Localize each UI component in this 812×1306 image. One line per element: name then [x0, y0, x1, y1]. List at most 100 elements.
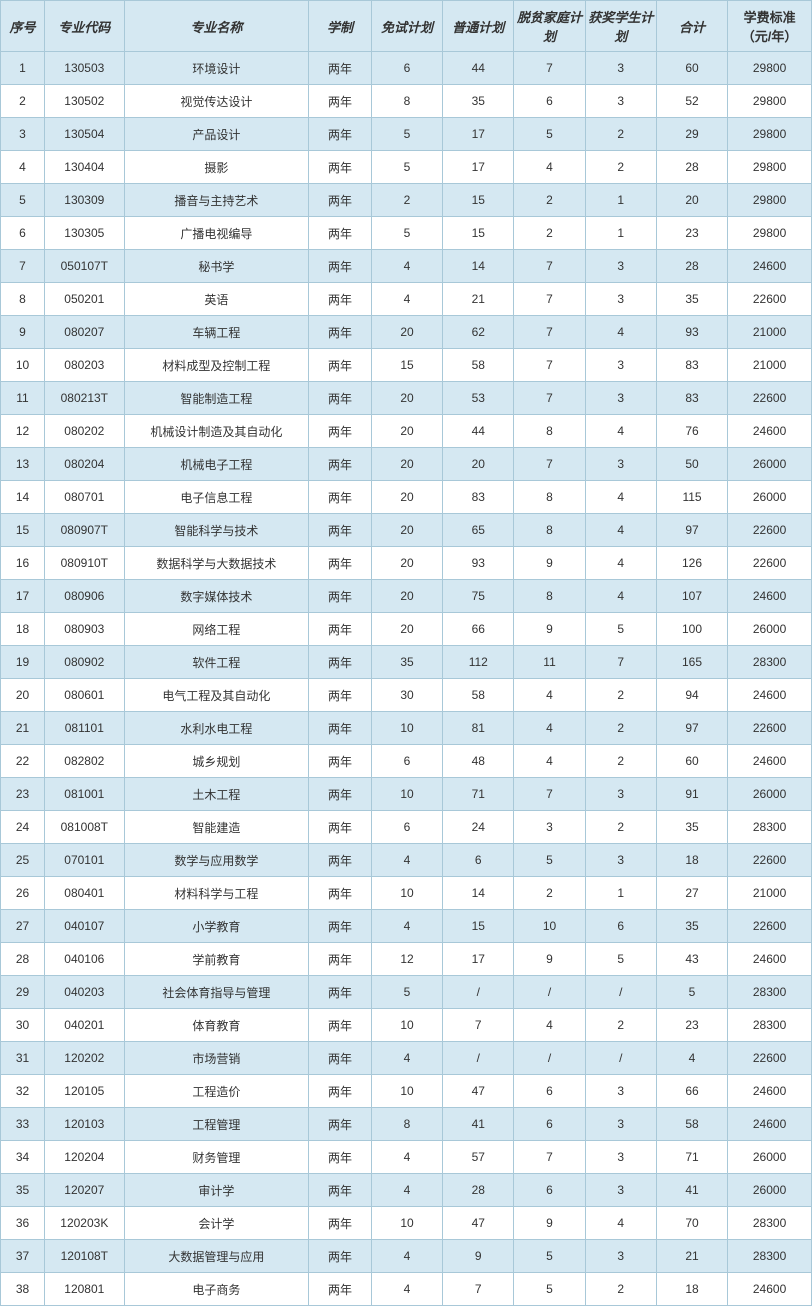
- table-cell: 60: [656, 52, 727, 85]
- table-cell: 市场营销: [124, 1042, 308, 1075]
- table-cell: 66: [656, 1075, 727, 1108]
- table-cell: 两年: [309, 1108, 372, 1141]
- table-cell: 2: [585, 1273, 656, 1306]
- table-cell: 7: [514, 778, 585, 811]
- table-cell: 27: [656, 877, 727, 910]
- table-cell: 4: [371, 1042, 442, 1075]
- table-cell: 电气工程及其自动化: [124, 679, 308, 712]
- table-cell: 4: [514, 151, 585, 184]
- table-cell: 7: [514, 382, 585, 415]
- table-cell: 两年: [309, 415, 372, 448]
- table-cell: 17: [443, 118, 514, 151]
- table-cell: 43: [656, 943, 727, 976]
- table-cell: 35: [1, 1174, 45, 1207]
- table-cell: 1: [585, 217, 656, 250]
- table-cell: 土木工程: [124, 778, 308, 811]
- header-poverty-plan: 脱贫家庭计划: [514, 1, 585, 52]
- table-cell: 24600: [728, 1108, 812, 1141]
- table-cell: 车辆工程: [124, 316, 308, 349]
- table-cell: 两年: [309, 547, 372, 580]
- table-cell: 22600: [728, 910, 812, 943]
- table-cell: 4: [585, 415, 656, 448]
- table-cell: 4: [371, 250, 442, 283]
- table-cell: 4: [514, 745, 585, 778]
- table-cell: 28: [1, 943, 45, 976]
- header-index: 序号: [1, 1, 45, 52]
- table-row: 18080903网络工程两年20669510026000: [1, 613, 812, 646]
- table-cell: 两年: [309, 1240, 372, 1273]
- table-cell: 数据科学与大数据技术: [124, 547, 308, 580]
- table-cell: 两年: [309, 844, 372, 877]
- header-duration: 学制: [309, 1, 372, 52]
- table-cell: 112: [443, 646, 514, 679]
- table-cell: 7: [514, 1141, 585, 1174]
- table-cell: 44: [443, 415, 514, 448]
- table-cell: 2: [585, 712, 656, 745]
- table-cell: 53: [443, 382, 514, 415]
- table-cell: 2: [585, 151, 656, 184]
- table-cell: 10: [371, 1207, 442, 1240]
- table-cell: 83: [656, 349, 727, 382]
- table-cell: 材料成型及控制工程: [124, 349, 308, 382]
- table-cell: 28: [656, 250, 727, 283]
- table-cell: 29800: [728, 52, 812, 85]
- table-cell: 080202: [45, 415, 125, 448]
- table-cell: 41: [656, 1174, 727, 1207]
- table-cell: 电子信息工程: [124, 481, 308, 514]
- table-row: 1130503环境设计两年644736029800: [1, 52, 812, 85]
- table-cell: 22: [1, 745, 45, 778]
- table-cell: 10: [371, 877, 442, 910]
- table-cell: 3: [585, 448, 656, 481]
- table-row: 24081008T智能建造两年624323528300: [1, 811, 812, 844]
- table-cell: 两年: [309, 877, 372, 910]
- table-cell: 3: [514, 811, 585, 844]
- table-cell: 22600: [728, 1042, 812, 1075]
- table-row: 30040201体育教育两年107422328300: [1, 1009, 812, 1042]
- table-cell: 两年: [309, 448, 372, 481]
- header-major-name: 专业名称: [124, 1, 308, 52]
- table-cell: 机械电子工程: [124, 448, 308, 481]
- table-cell: 14: [443, 250, 514, 283]
- table-cell: 13: [1, 448, 45, 481]
- table-cell: 9: [443, 1240, 514, 1273]
- table-cell: 4: [371, 1240, 442, 1273]
- table-cell: 5: [371, 976, 442, 1009]
- table-row: 13080204机械电子工程两年2020735026000: [1, 448, 812, 481]
- table-cell: 播音与主持艺术: [124, 184, 308, 217]
- table-row: 9080207车辆工程两年2062749321000: [1, 316, 812, 349]
- table-cell: 080601: [45, 679, 125, 712]
- table-cell: 080903: [45, 613, 125, 646]
- table-body: 1130503环境设计两年6447360298002130502视觉传达设计两年…: [1, 52, 812, 1306]
- table-cell: 工程造价: [124, 1075, 308, 1108]
- table-cell: 35: [656, 811, 727, 844]
- table-cell: 35: [656, 283, 727, 316]
- table-cell: 31: [1, 1042, 45, 1075]
- table-cell: 26000: [728, 778, 812, 811]
- table-cell: 20: [443, 448, 514, 481]
- table-cell: 4: [585, 1207, 656, 1240]
- table-cell: 7: [585, 646, 656, 679]
- table-header: 序号 专业代码 专业名称 学制 免试计划 普通计划 脱贫家庭计划 获奖学生计划 …: [1, 1, 812, 52]
- table-cell: 33: [1, 1108, 45, 1141]
- table-cell: 040106: [45, 943, 125, 976]
- header-award-plan: 获奖学生计划: [585, 1, 656, 52]
- table-cell: 1: [585, 877, 656, 910]
- table-cell: 4: [585, 580, 656, 613]
- table-cell: 52: [656, 85, 727, 118]
- table-cell: 080207: [45, 316, 125, 349]
- table-cell: 28300: [728, 811, 812, 844]
- table-row: 38120801电子商务两年47521824600: [1, 1273, 812, 1306]
- table-cell: 37: [1, 1240, 45, 1273]
- table-cell: 47: [443, 1075, 514, 1108]
- table-cell: 97: [656, 712, 727, 745]
- table-cell: 57: [443, 1141, 514, 1174]
- table-cell: 6: [1, 217, 45, 250]
- table-cell: 81: [443, 712, 514, 745]
- table-cell: 29800: [728, 151, 812, 184]
- table-cell: 2: [514, 217, 585, 250]
- table-cell: 4: [371, 1174, 442, 1207]
- table-cell: 050107T: [45, 250, 125, 283]
- table-cell: 24600: [728, 679, 812, 712]
- table-cell: 6: [371, 745, 442, 778]
- table-cell: 财务管理: [124, 1141, 308, 1174]
